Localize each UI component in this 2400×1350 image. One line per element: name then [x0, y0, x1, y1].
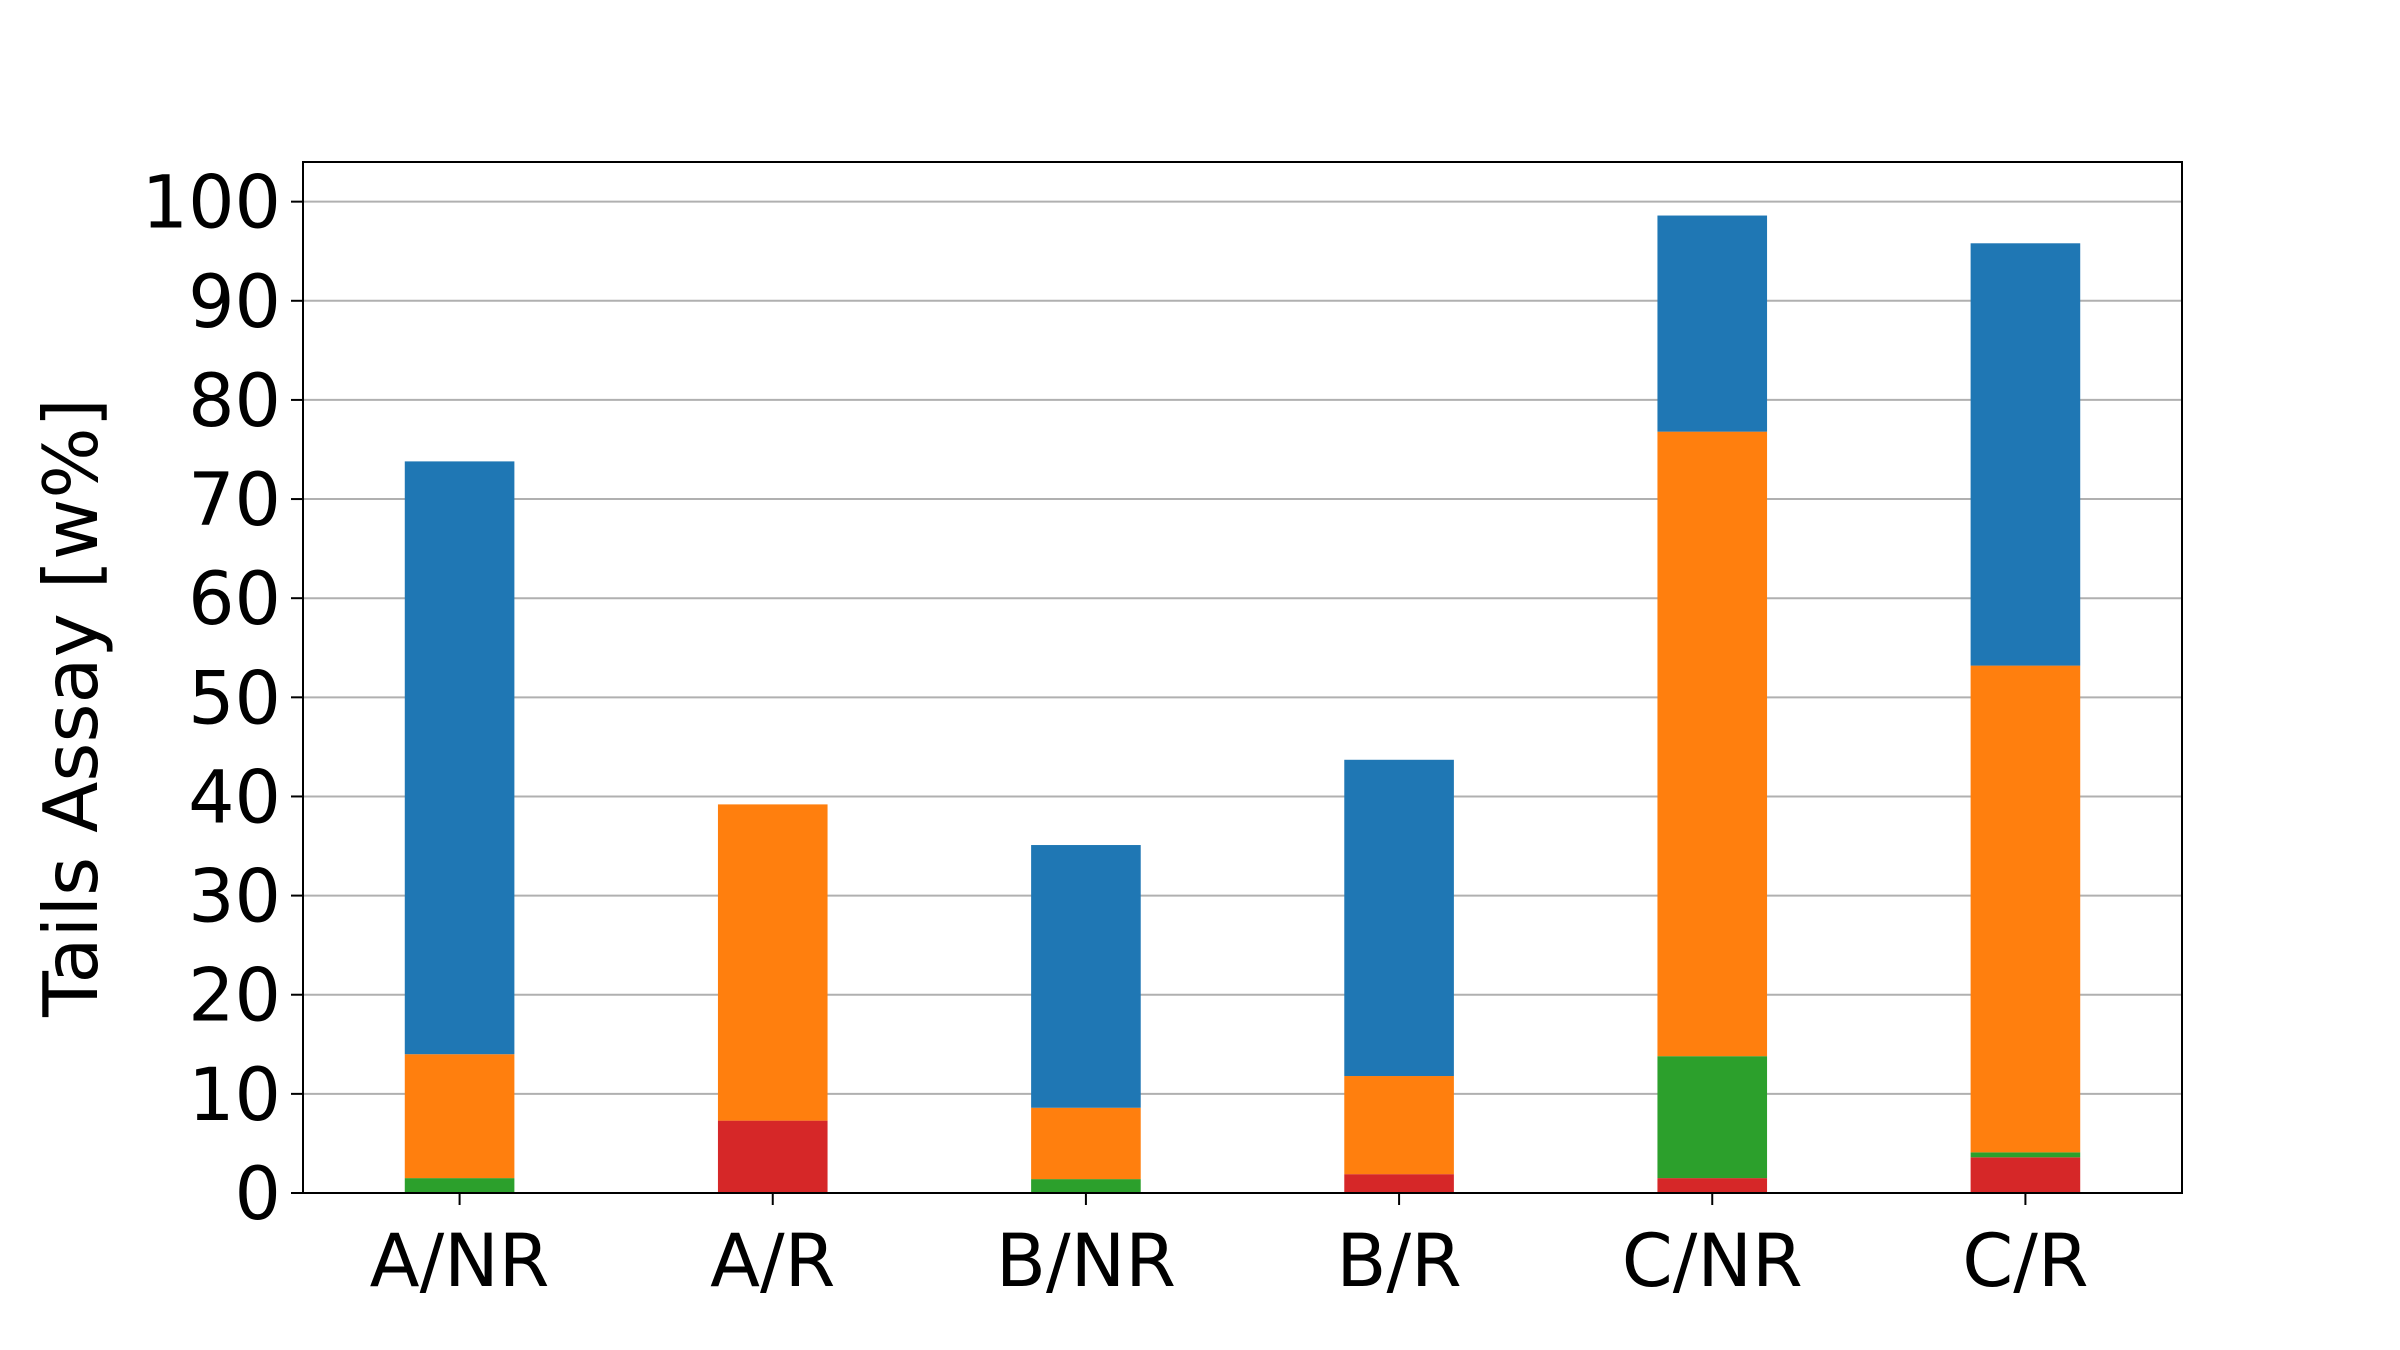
- bar-segment: [1970, 665, 2081, 1153]
- y-tick-label: 60: [188, 557, 281, 642]
- plot-frame: [302, 161, 2183, 1194]
- x-tick-label: A/NR: [370, 1219, 550, 1304]
- y-tick-label: 70: [188, 458, 281, 543]
- bar-segment: [1657, 1056, 1768, 1179]
- bar-segment: [404, 1178, 515, 1193]
- bar-segment: [1031, 1107, 1141, 1180]
- bars: [404, 215, 2081, 1193]
- x-tick-label: C/R: [1962, 1219, 2088, 1304]
- y-tick-label: 100: [142, 161, 281, 246]
- y-tick-label: 40: [188, 755, 281, 840]
- y-tick-label: 20: [188, 954, 281, 1039]
- bar-segment: [1031, 1179, 1141, 1193]
- bar-segment: [1657, 1178, 1768, 1193]
- y-tick-label: 10: [188, 1053, 281, 1138]
- bar-segment: [717, 804, 828, 1121]
- x-tick-label: B/NR: [996, 1219, 1176, 1304]
- gridlines: [303, 200, 2182, 1194]
- x-tick-label: C/NR: [1622, 1219, 1803, 1304]
- y-axis-label: Tails Assay [w%]: [27, 398, 115, 1018]
- y-tick-label: 90: [188, 260, 281, 345]
- bar-segment: [1031, 845, 1141, 1108]
- y-tick-label: 80: [188, 359, 281, 444]
- x-tick-label: A/R: [710, 1219, 835, 1304]
- y-tick-label: 30: [188, 855, 281, 940]
- bar-segment: [1657, 431, 1768, 1057]
- bar-segment: [1344, 1076, 1454, 1175]
- x-axis-ticks: A/NR A/R B/NR B/R C/NR C/R: [370, 1193, 2089, 1304]
- bar-segment: [404, 1054, 515, 1179]
- bar-segment: [1970, 1157, 2081, 1193]
- bar-segment: [1344, 759, 1454, 1077]
- bar-segment: [1657, 215, 1768, 432]
- bar-segment: [404, 461, 515, 1055]
- bar-segment: [1970, 1152, 2081, 1158]
- y-tick-label: 50: [188, 656, 281, 741]
- bar-segment: [1970, 243, 2081, 666]
- x-tick-label: B/R: [1336, 1219, 1461, 1304]
- bar-segment: [1344, 1174, 1454, 1193]
- y-axis-ticks: 0 10 20 30 40 50 60 70 80 90 100: [142, 161, 303, 1237]
- bar-segment: [717, 1120, 828, 1193]
- y-tick-label: 0: [235, 1152, 281, 1237]
